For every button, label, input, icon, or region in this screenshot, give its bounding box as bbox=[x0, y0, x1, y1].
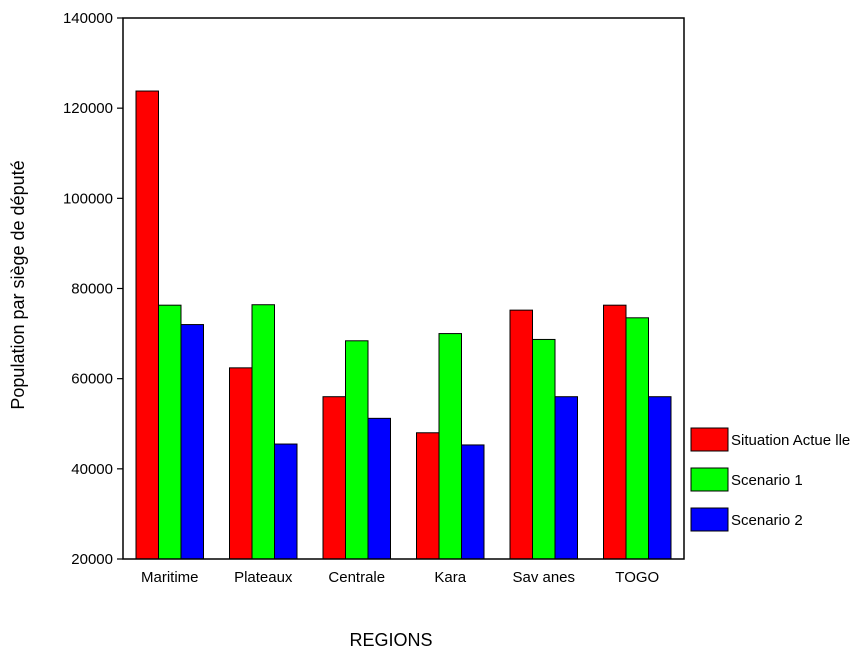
bar-2-kara bbox=[438, 333, 462, 560]
legend-label: Scenario 1 bbox=[731, 472, 803, 489]
bar-1-kara bbox=[416, 432, 440, 560]
bar-3-sav-anes bbox=[554, 396, 578, 560]
legend-swatch bbox=[690, 507, 729, 532]
x-category-label: Kara bbox=[434, 569, 466, 586]
bar-2-togo bbox=[625, 317, 649, 560]
y-axis: 20000 40000 60000 80000 100000 120000 140000 bbox=[63, 10, 123, 568]
plot-frame bbox=[122, 17, 685, 560]
x-category-label: Centrale bbox=[328, 569, 385, 586]
x-category-label: Plateaux bbox=[234, 569, 293, 586]
y-tick-label: 60000 bbox=[71, 371, 113, 388]
y-tick-label: 100000 bbox=[63, 190, 113, 207]
y-tick-label: 80000 bbox=[71, 281, 113, 298]
x-axis: Maritime Plateaux Centrale Kara Sav anes TOGO bbox=[141, 569, 659, 586]
y-tick-label: 20000 bbox=[71, 551, 113, 568]
x-category-label: Maritime bbox=[141, 569, 199, 586]
bar-3-maritime bbox=[180, 324, 204, 560]
legend-swatch bbox=[690, 427, 729, 452]
x-axis-title: REGIONS bbox=[349, 630, 432, 649]
bar-3-plateaux bbox=[274, 443, 298, 560]
y-tick-label: 120000 bbox=[63, 100, 113, 117]
legend: Situation Actue lle Scenario 1 Scenario 2 bbox=[690, 427, 850, 532]
bar-1-sav-anes bbox=[509, 309, 533, 560]
bar-2-centrale bbox=[345, 340, 369, 560]
x-category-label: TOGO bbox=[615, 569, 659, 586]
legend-label: Situation Actue lle bbox=[731, 432, 850, 449]
bar-1-maritime bbox=[135, 90, 159, 560]
y-axis-title: Population par siège de député bbox=[8, 160, 28, 409]
bar-3-togo bbox=[648, 396, 672, 560]
legend-swatch bbox=[690, 467, 729, 492]
bar-3-kara bbox=[461, 444, 485, 560]
bar-2-maritime bbox=[158, 304, 182, 560]
bar-3-centrale bbox=[367, 417, 391, 560]
bar-1-togo bbox=[603, 304, 627, 560]
bar-2-plateaux bbox=[251, 304, 275, 560]
legend-label: Scenario 2 bbox=[731, 512, 803, 529]
bar-1-plateaux bbox=[229, 367, 253, 560]
bars bbox=[135, 90, 672, 560]
y-tick-label: 40000 bbox=[71, 461, 113, 478]
bar-1-centrale bbox=[322, 396, 346, 560]
x-category-label: Sav anes bbox=[512, 569, 575, 586]
bar-2-sav-anes bbox=[532, 338, 556, 560]
y-tick-label: 140000 bbox=[63, 10, 113, 27]
